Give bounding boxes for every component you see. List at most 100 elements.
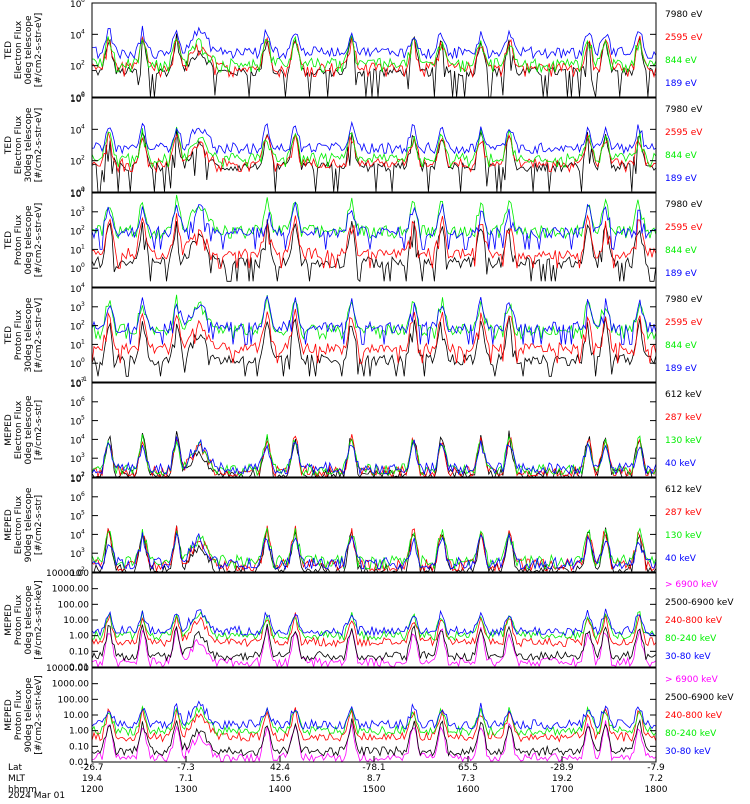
y-tick-label: 10.00 — [63, 616, 89, 626]
y-tick-base: 10 — [70, 360, 82, 370]
series-5-4 — [91, 436, 657, 476]
y-axis-label-line: Proton Flux — [14, 689, 24, 740]
panel-frame — [91, 97, 657, 193]
series-1-3 — [91, 34, 657, 74]
series-3-4 — [91, 201, 657, 251]
y-tick-exponent: 6 — [81, 92, 85, 99]
y-axis-label-line: 90deg telescope — [24, 487, 34, 562]
y-axis-label: TEDElectron Flux30deg telescope[#/cm2-s-… — [4, 107, 44, 182]
panel-frame — [91, 477, 657, 573]
legend-entry: 287 keV — [665, 413, 702, 423]
y-axis-label-line: 30deg telescope — [24, 297, 34, 372]
y-axis-label-line: [#/cm2-s-str-keV] — [34, 675, 44, 754]
y-tick-exponent: 3 — [81, 301, 85, 308]
legend-entry: 80-240 keV — [665, 729, 717, 739]
y-tick-base: 10 — [70, 158, 82, 168]
x-tick-label: -28.9 — [550, 763, 574, 773]
y-tick-base: 10 — [70, 228, 82, 238]
legend-entry: 189 eV — [665, 364, 698, 374]
legend-entry: 130 keV — [665, 436, 702, 446]
y-axis-label-line: TED — [4, 326, 14, 345]
y-axis-label-line: 0deg telescope — [24, 15, 34, 85]
x-tick-label: 1200 — [81, 785, 104, 795]
series-7-2 — [91, 623, 657, 662]
y-tick-exponent: 2 — [81, 225, 85, 232]
series-3-2 — [91, 213, 657, 269]
series-3-3 — [92, 194, 657, 240]
legend-entry: 612 keV — [665, 485, 702, 495]
y-axis-label-line: Proton Flux — [14, 214, 24, 265]
y-tick-exponent: 0 — [81, 91, 85, 98]
series-7-5 — [91, 608, 657, 637]
y-axis-label-line: MEPED — [4, 509, 14, 541]
series-8-5 — [91, 700, 657, 730]
x-tick-label: 1400 — [269, 785, 292, 795]
y-axis-label-line: [#/cm2-s-str-eV] — [34, 108, 44, 183]
legend-entry: 189 eV — [665, 269, 698, 279]
y-tick-base: 10 — [70, 436, 82, 446]
series-2-1 — [91, 128, 657, 193]
series-5-3 — [91, 434, 657, 477]
y-tick-label: 0.01 — [69, 663, 89, 673]
series-1-4 — [91, 25, 657, 60]
legend-entry: 40 keV — [665, 554, 697, 564]
legend-entry: 844 eV — [665, 341, 698, 351]
y-tick-label: 0.10 — [69, 647, 89, 657]
x-axis-row-label: MLT — [8, 774, 26, 784]
x-axis-row-label: hhmm — [8, 785, 37, 795]
y-tick-exponent: 4 — [81, 123, 85, 130]
y-tick-base: 10 — [70, 550, 82, 560]
legend-entry: 240-800 keV — [665, 616, 723, 626]
legend-entry: 30-80 keV — [665, 652, 711, 662]
x-tick-label: 1600 — [457, 785, 480, 795]
y-tick-label: 10000.00 — [46, 569, 89, 579]
y-axis-label-line: MEPED — [4, 699, 14, 731]
series-8-2 — [91, 718, 657, 757]
y-tick-exponent: 5 — [81, 415, 85, 422]
y-tick-exponent: 3 — [81, 547, 85, 554]
y-tick-label: 0.10 — [69, 742, 89, 752]
x-tick-label: 7.2 — [649, 774, 663, 784]
legend-entry: 130 keV — [665, 531, 702, 541]
y-tick-label: 0.01 — [69, 758, 89, 768]
series-4-3 — [91, 294, 657, 341]
y-tick-exponent: 3 — [81, 206, 85, 213]
y-tick-exponent: 1 — [81, 338, 85, 345]
y-tick-exponent: 6 — [81, 491, 85, 498]
y-tick-exponent: 0 — [81, 357, 85, 364]
legend-entry: 30-80 keV — [665, 747, 711, 757]
series-4-4 — [91, 295, 657, 345]
y-tick-exponent: 4 — [81, 28, 85, 35]
y-tick-exponent: 4 — [81, 282, 85, 289]
series-2-4 — [91, 120, 657, 155]
y-tick-label: 1.00 — [69, 727, 89, 737]
y-axis-label-line: Proton Flux — [14, 309, 24, 360]
y-tick-exponent: 0 — [81, 262, 85, 269]
y-tick-exponent: 6 — [81, 0, 85, 4]
y-axis-label: TEDProton Flux0deg telescope[#/cm2-s-str… — [4, 203, 44, 278]
y-axis-label-line: [#/cm2-s-str-eV] — [34, 13, 44, 88]
legend-entry: 287 keV — [665, 508, 702, 518]
y-tick-base: 10 — [70, 126, 82, 136]
legend-entry: 2595 eV — [665, 33, 703, 43]
y-tick-exponent: 4 — [81, 433, 85, 440]
panel-8: > 6900 keV 2500-6900 keV 240-800 keV 80-240… — [4, 664, 734, 768]
y-axis-label-line: [#/cm2-s-str-eV] — [34, 203, 44, 278]
y-tick-base: 10 — [70, 418, 82, 428]
legend-entry: 2595 eV — [665, 318, 703, 328]
y-tick-exponent: -1 — [81, 376, 87, 383]
x-tick-label: -7.9 — [647, 763, 665, 773]
y-tick-base: 10 — [70, 323, 82, 333]
legend-entry: 612 keV — [665, 390, 702, 400]
y-axis-label-line: TED — [4, 136, 14, 155]
series-6-4 — [91, 531, 657, 571]
legend-entry: 2500-6900 keV — [665, 598, 734, 608]
x-tick-label: 7.1 — [179, 774, 193, 784]
y-axis-label-line: [#/cm2-s-str] — [34, 495, 44, 555]
y-axis-label: MEPEDProton Flux90deg telescope[#/cm2-s-… — [4, 675, 44, 754]
y-tick-base: 10 — [70, 94, 82, 104]
legend-entry: 844 eV — [665, 246, 698, 256]
